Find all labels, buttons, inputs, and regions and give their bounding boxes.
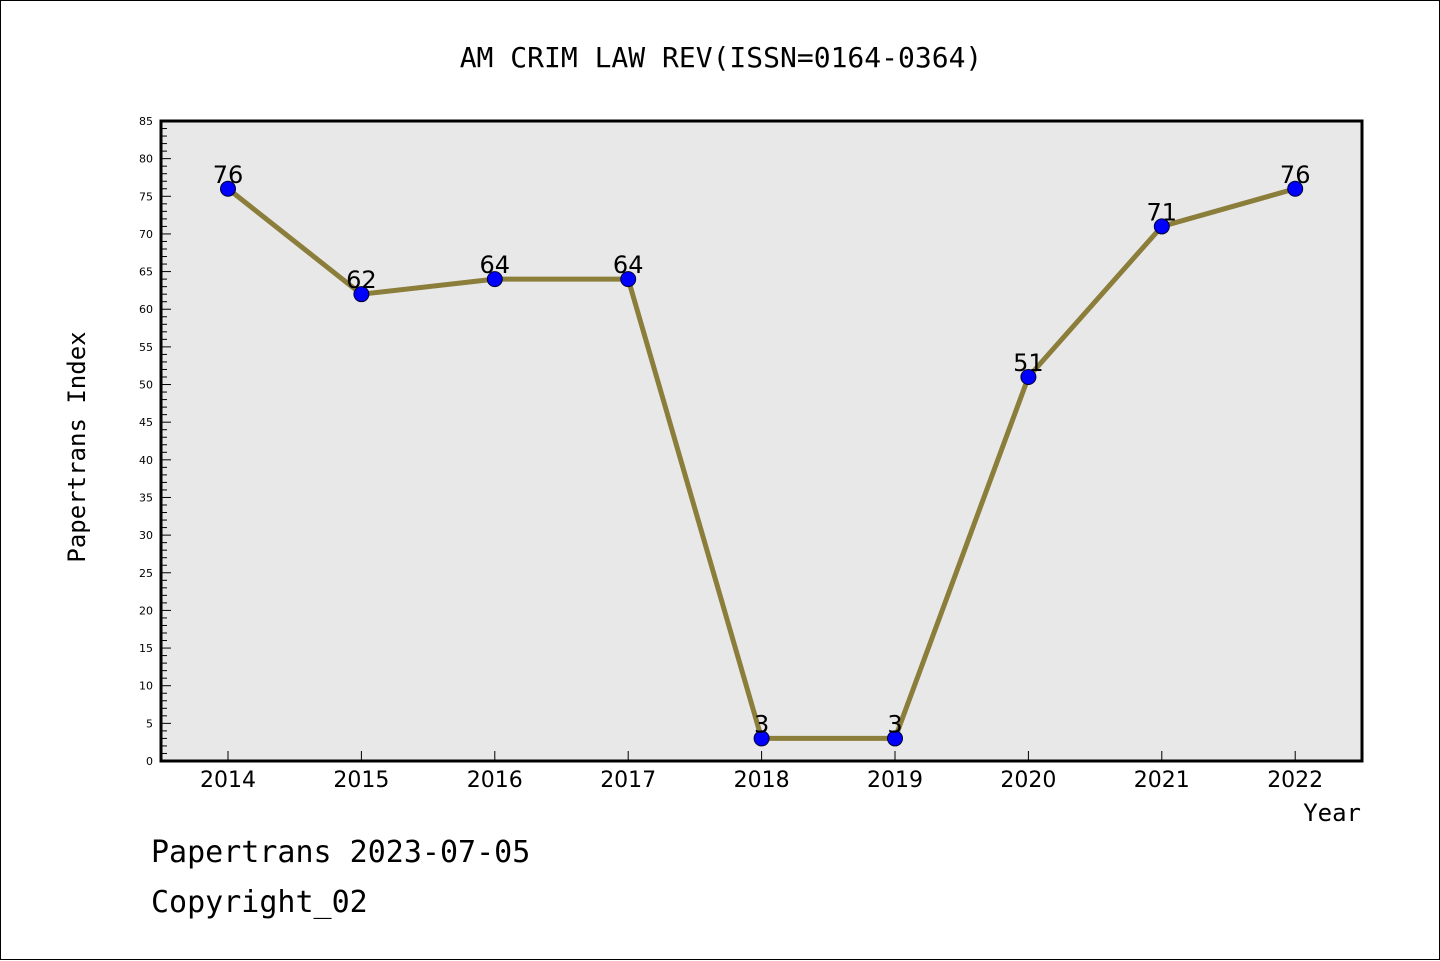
x-axis-label: Year (1303, 799, 1361, 827)
data-label: 71 (1147, 198, 1178, 226)
x-tick-label: 2014 (200, 768, 256, 793)
x-tick-label: 2020 (1000, 768, 1056, 793)
data-label: 76 (213, 161, 244, 189)
y-axis: 0 5 10 15 20 25 30 35 40 45 50 55 60 65 70 75 80 85 (139, 115, 171, 768)
data-point (220, 180, 236, 197)
y-tick-label: 25 (139, 567, 153, 580)
y-tick-label: 0 (146, 755, 153, 768)
y-tick-label: 60 (139, 303, 153, 316)
data-label: 64 (613, 251, 644, 279)
x-tick-label: 2018 (734, 768, 790, 793)
x-tick-label: 2017 (600, 768, 656, 793)
data-point (887, 730, 903, 747)
y-tick-label: 80 (139, 153, 153, 166)
x-tick-label: 2019 (867, 768, 923, 793)
y-tick-label: 15 (139, 642, 153, 655)
y-tick-label: 5 (146, 717, 153, 730)
data-label: 51 (1013, 349, 1044, 377)
data-label: 64 (480, 251, 511, 279)
x-tick-label: 2015 (333, 768, 389, 793)
data-point (1287, 180, 1304, 197)
data-label: 62 (346, 266, 377, 294)
data-point (486, 271, 503, 288)
series: 76 62 64 64 3 3 51 71 76 (213, 161, 1311, 747)
data-point (753, 730, 770, 747)
x-axis: 2014 2015 2016 2017 2018 2019 2020 2021 2022 (200, 751, 1323, 793)
y-tick-label: 70 (139, 228, 153, 241)
data-point (353, 286, 370, 303)
y-tick-label: 20 (139, 604, 153, 617)
y-tick-label: 45 (139, 416, 153, 429)
y-tick-label: 35 (139, 491, 153, 504)
chart-title: AM CRIM LAW REV(ISSN=0164-0364) (460, 41, 983, 74)
y-tick-label: 75 (139, 190, 153, 203)
data-point (1020, 369, 1037, 385)
y-tick-label: 65 (139, 266, 153, 279)
y-tick-label: 50 (139, 379, 153, 392)
data-label: 3 (887, 710, 902, 738)
y-tick-label: 55 (139, 341, 153, 354)
footer-date: Papertrans 2023-07-05 (151, 835, 531, 870)
x-tick-label: 2022 (1267, 768, 1323, 793)
y-axis-label: Papertrans Index (63, 331, 91, 562)
y-tick-label: 40 (139, 454, 153, 467)
data-label: 3 (754, 710, 769, 738)
y-tick-label: 10 (139, 680, 153, 693)
data-point (620, 271, 637, 288)
y-tick-label: 30 (139, 529, 153, 542)
plot-area (159, 119, 1364, 763)
footer-copyright: Copyright_02 (151, 885, 368, 920)
x-tick-label: 2021 (1134, 768, 1190, 793)
x-tick-label: 2016 (467, 768, 523, 793)
data-point (1153, 218, 1170, 235)
data-label: 76 (1280, 161, 1311, 189)
y-tick-label: 85 (139, 115, 153, 128)
